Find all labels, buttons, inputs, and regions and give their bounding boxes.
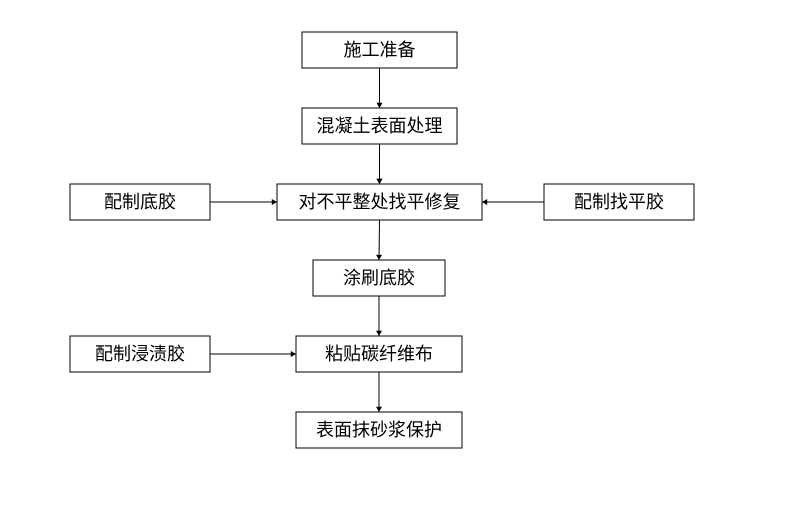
edge	[376, 372, 382, 412]
flow-node-n2: 混凝土表面处理	[302, 108, 457, 144]
flow-node-nR: 配制找平胶	[544, 184, 694, 220]
flow-node-n3: 对不平整处找平修复	[277, 184, 482, 220]
node-label: 配制底胶	[104, 192, 176, 212]
flowchart-canvas: 施工准备混凝土表面处理对不平整处找平修复 配制底胶 配制找平胶涂刷底胶粘贴碳纤维布 配…	[0, 0, 800, 530]
flow-node-n6: 表面抹砂浆保护	[296, 412, 462, 448]
node-label: 配制浸渍胶	[95, 344, 185, 364]
node-label: 混凝土表面处理	[317, 116, 443, 136]
edge	[376, 296, 382, 336]
node-label: 表面抹砂浆保护	[316, 420, 442, 440]
edge	[210, 199, 277, 205]
node-label: 涂刷底胶	[343, 268, 415, 288]
edge	[377, 68, 383, 108]
node-label: 粘贴碳纤维布	[325, 344, 433, 364]
flow-node-nL1: 配制底胶	[70, 184, 210, 220]
edge	[210, 351, 296, 357]
nodes-layer: 施工准备混凝土表面处理对不平整处找平修复 配制底胶 配制找平胶涂刷底胶粘贴碳纤维布 配…	[70, 32, 694, 448]
flow-node-n4: 涂刷底胶	[313, 260, 445, 296]
flow-node-nL2: 配制浸渍胶	[70, 336, 210, 372]
edge	[376, 220, 382, 260]
node-label: 配制找平胶	[574, 192, 664, 212]
flow-node-n1: 施工准备	[302, 32, 457, 68]
flow-node-n5: 粘贴碳纤维布	[296, 336, 462, 372]
edge	[377, 144, 383, 184]
edge	[482, 199, 544, 205]
node-label: 施工准备	[344, 40, 416, 60]
node-label: 对不平整处找平修复	[299, 192, 461, 212]
